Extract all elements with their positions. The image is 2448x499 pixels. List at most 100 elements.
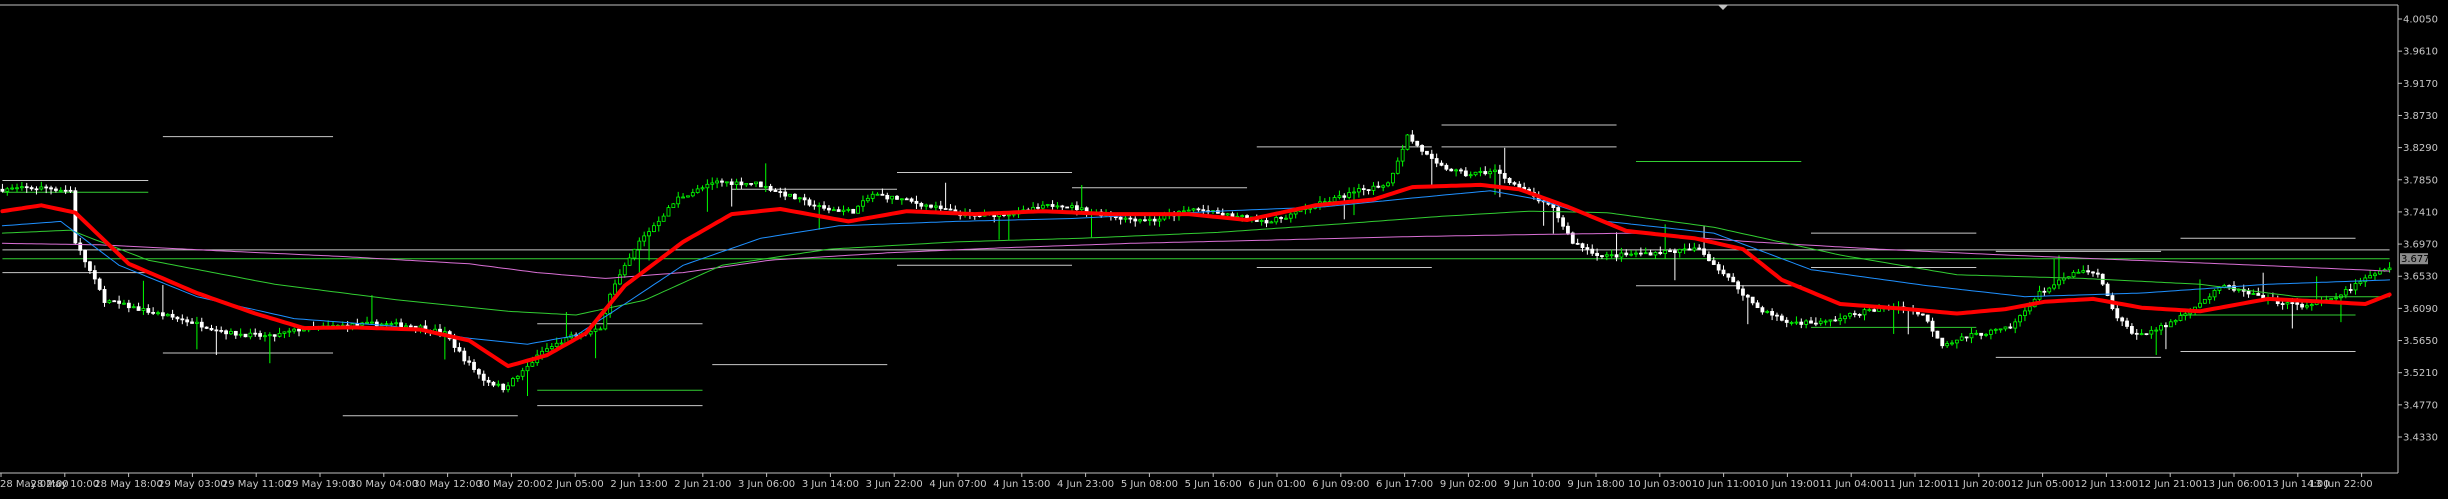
candle-body bbox=[890, 195, 895, 200]
candle-body bbox=[1848, 313, 1852, 317]
candle-body bbox=[457, 347, 462, 352]
candle-body bbox=[1196, 208, 1201, 211]
candle-body bbox=[729, 181, 734, 185]
candle-body bbox=[277, 333, 282, 337]
candle-body bbox=[2290, 302, 2295, 304]
candle-body bbox=[1852, 313, 1857, 315]
candle-body bbox=[822, 205, 826, 209]
candle-body bbox=[1118, 216, 1123, 220]
candle-body bbox=[1065, 206, 1070, 209]
candle-body bbox=[705, 183, 710, 189]
candle-body bbox=[0, 188, 5, 192]
candle-body bbox=[885, 194, 890, 200]
candle-body bbox=[501, 383, 506, 391]
candle-body bbox=[1823, 320, 1828, 323]
candle-body bbox=[1638, 252, 1643, 255]
candle-body bbox=[1945, 343, 1950, 347]
x-tick-label: 11 Jun 12:00 bbox=[1883, 479, 1947, 490]
candle-body bbox=[506, 385, 510, 391]
x-tick-label: 4 Jun 23:00 bbox=[1057, 479, 1114, 490]
candle-body bbox=[1147, 218, 1152, 221]
candle-body bbox=[2363, 277, 2368, 283]
candle-body bbox=[467, 360, 472, 363]
candle-body bbox=[661, 215, 666, 222]
candle-body bbox=[1653, 251, 1658, 256]
candle-body bbox=[2105, 283, 2110, 296]
candle-body bbox=[846, 208, 851, 211]
candle-body bbox=[2348, 289, 2353, 291]
candle-body bbox=[1459, 169, 1463, 172]
candle-body bbox=[170, 313, 175, 318]
candle-body bbox=[1595, 252, 1599, 256]
candle-body bbox=[1055, 205, 1060, 208]
candle-body bbox=[2295, 302, 2300, 305]
y-axis: 4.0050 3.9610 3.9170 3.8730 3.8290 3.7850 3.74… bbox=[2398, 15, 2438, 444]
x-tick-label: 3 Jun 14:00 bbox=[802, 479, 859, 490]
candle-body bbox=[1181, 210, 1186, 213]
candle-body bbox=[856, 205, 861, 214]
candle-body bbox=[2246, 290, 2251, 295]
y-tick-label: 3.4330 bbox=[2403, 433, 2438, 444]
candle-body bbox=[899, 198, 904, 201]
candles-layer bbox=[0, 130, 2392, 397]
candle-body bbox=[1770, 311, 1775, 316]
candle-body bbox=[224, 330, 228, 335]
candle-body bbox=[389, 323, 394, 326]
candle-body bbox=[1570, 232, 1575, 244]
candle-body bbox=[2139, 333, 2144, 336]
candle-body bbox=[2008, 326, 2013, 329]
candle-body bbox=[1162, 215, 1167, 220]
candle-body bbox=[1507, 177, 1512, 184]
candle-body bbox=[146, 308, 151, 313]
y-tick-label: 3.9610 bbox=[2403, 47, 2438, 58]
candle-body bbox=[749, 183, 754, 185]
x-tick-label: 5 Jun 08:00 bbox=[1121, 479, 1178, 490]
candle-body bbox=[1721, 269, 1726, 275]
candle-body bbox=[1998, 328, 2003, 331]
y-tick-label: 3.8730 bbox=[2403, 111, 2438, 122]
candle-body bbox=[2149, 329, 2154, 335]
x-tick-label: 29 May 11:00 bbox=[222, 479, 291, 490]
candle-body bbox=[695, 188, 700, 194]
candle-body bbox=[374, 321, 379, 327]
candle-body bbox=[778, 191, 783, 193]
candle-body bbox=[1493, 169, 1497, 173]
candle-body bbox=[248, 332, 253, 338]
candle-body bbox=[1658, 251, 1663, 255]
candle-body bbox=[58, 189, 63, 192]
candle-body bbox=[2256, 293, 2261, 296]
shift-marker-icon[interactable] bbox=[1718, 5, 1728, 10]
x-tick-label: 9 Jun 02:00 bbox=[1440, 479, 1497, 490]
candle-body bbox=[238, 333, 243, 336]
candle-body bbox=[2076, 271, 2081, 274]
candle-body bbox=[1964, 336, 1969, 339]
candle-body bbox=[1405, 134, 1410, 150]
candle-body bbox=[472, 361, 476, 370]
candle-body bbox=[1741, 288, 1745, 296]
x-tick-label: 9 Jun 10:00 bbox=[1504, 479, 1561, 490]
candle-body bbox=[1079, 207, 1084, 211]
candle-body bbox=[1293, 211, 1298, 215]
candle-body bbox=[754, 181, 758, 185]
candle-body bbox=[1391, 172, 1395, 184]
candle-body bbox=[2305, 305, 2309, 308]
candle-body bbox=[1352, 191, 1356, 194]
candle-body bbox=[807, 199, 812, 206]
candle-body bbox=[530, 362, 535, 367]
y-tick-label: 3.7410 bbox=[2403, 207, 2438, 218]
candle-body bbox=[1259, 220, 1264, 222]
x-tick-label: 10 Jun 03:00 bbox=[1628, 479, 1692, 490]
candle-body bbox=[895, 195, 899, 200]
candle-body bbox=[1517, 183, 1522, 188]
candle-body bbox=[1361, 188, 1366, 191]
candle-body bbox=[598, 328, 603, 331]
candle-body bbox=[408, 325, 413, 328]
x-tick-label: 30 May 12:00 bbox=[413, 479, 482, 490]
candle-body bbox=[1813, 322, 1818, 325]
candle-body bbox=[690, 192, 695, 197]
candle-body bbox=[1930, 320, 1935, 332]
candle-body bbox=[511, 378, 515, 387]
candle-body bbox=[1497, 169, 1502, 174]
x-tick-label: 30 May 04:00 bbox=[350, 479, 419, 490]
